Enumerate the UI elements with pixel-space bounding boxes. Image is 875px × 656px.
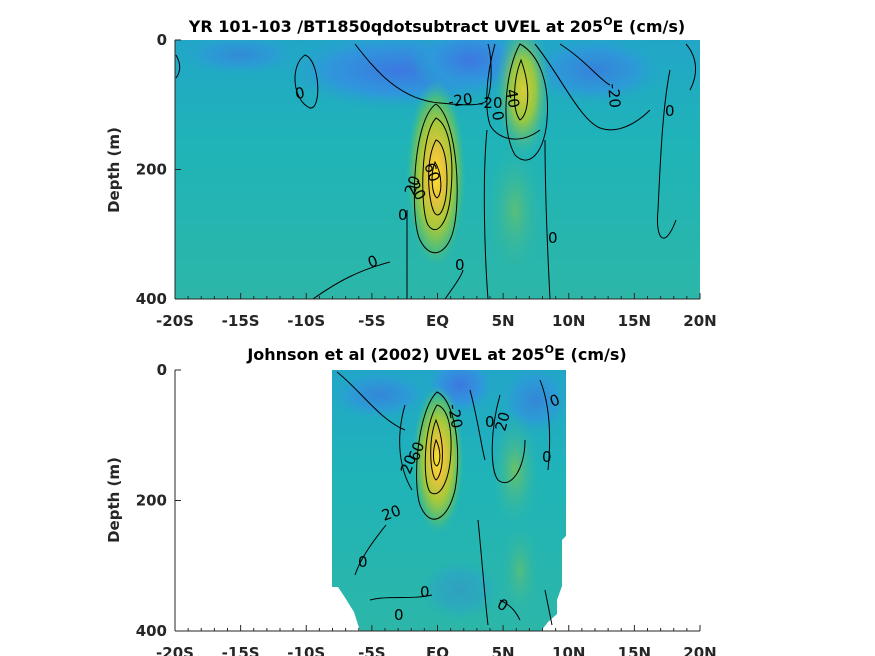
contour-label: 60 [420,160,443,184]
x-tick-label: -20S [156,312,194,330]
x-tick-label: 20N [683,644,716,656]
x-tick-label: -15S [222,312,260,330]
contour-label: -20 [447,90,474,111]
contour-label: 0 [294,84,307,103]
top-contour-labels: 0 -20 -20 40 -20 0 60 20 20 0 0 0 0 0 [294,83,675,274]
x-tick-label: EQ [426,312,449,330]
contour-label: 60 [405,439,428,463]
contour-label: 0 [665,102,675,120]
x-tick-label: EQ [426,644,449,656]
y-tick-label: 400 [136,622,167,640]
x-tick-label: -20S [156,644,194,656]
x-tick-label: -5S [358,644,385,656]
contour-label: 0 [548,229,558,247]
contour-label: 20 [397,452,420,476]
top-title: YR 101-103 /BT1850qdotsubtract UVEL at 2… [188,15,685,36]
x-tick-label: -5S [358,312,385,330]
top-contours [175,43,696,300]
x-tick-label: -10S [287,644,325,656]
x-tick-label: 5N [492,644,515,656]
x-tick-label: 10N [552,644,585,656]
contour-label: 20 [401,173,424,197]
contour-label: 40 [502,88,523,110]
y-tick-label: 0 [157,361,167,379]
bottom-title: Johnson et al (2002) UVEL at 205OE (cm/s… [246,343,626,364]
top-heatmap [175,40,700,299]
bottom-contour-labels: -20 20 0 20 60 20 0 0 0 0 0 0 [358,391,562,624]
contour-label: -20 [478,94,503,112]
bottom-ylabel: Depth (m) [105,457,123,543]
x-tick-label: 10N [552,312,585,330]
x-tick-label: 20N [683,312,716,330]
y-tick-label: 0 [157,31,167,49]
top-ylabel: Depth (m) [105,127,123,213]
contour-label: 0 [420,583,430,601]
y-tick-label: 200 [136,492,167,510]
bottom-heatmap [332,370,566,631]
x-tick-label: 15N [618,644,651,656]
y-tick-label: 200 [136,161,167,179]
contour-label: 0 [542,448,552,466]
contour-label: -20 [604,83,624,109]
contour-label: 0 [455,256,465,274]
contour-label: 0 [398,206,408,224]
bottom-panel: Johnson et al (2002) UVEL at 205OE (cm/s… [105,343,717,656]
x-tick-label: 5N [492,312,515,330]
contour-label: 0 [358,553,368,571]
contour-label: -20 [444,403,466,430]
top-panel: YR 101-103 /BT1850qdotsubtract UVEL at 2… [105,15,717,330]
x-tick-label: -10S [287,312,325,330]
x-tick-label: 15N [618,312,651,330]
bottom-contours [336,371,553,626]
y-tick-label: 400 [136,290,167,308]
contour-label: 0 [488,110,507,123]
contour-label: 0 [485,413,495,431]
x-tick-label: -15S [222,644,260,656]
contour-label: 20 [491,410,513,433]
contour-label: 0 [394,606,404,624]
contour-label: 20 [379,501,403,524]
